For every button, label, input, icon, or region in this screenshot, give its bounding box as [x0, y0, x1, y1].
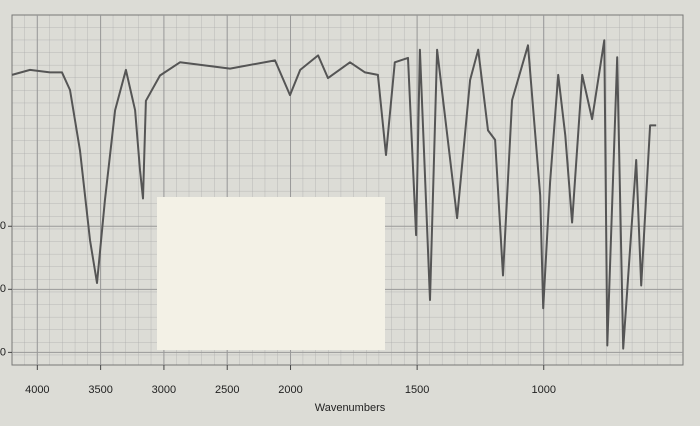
- x-tick-label: 2500: [215, 384, 239, 396]
- occluding-note: [157, 197, 385, 350]
- x-tick-label: 2000: [278, 384, 302, 396]
- spectrum-line: [11, 39, 657, 350]
- x-axis-label: Wavenumbers: [315, 402, 386, 414]
- y-tick-label: 0: [0, 220, 6, 232]
- y-tick-label: 10: [0, 283, 6, 295]
- y-tick-label: 0: [0, 346, 6, 358]
- x-tick-label: 1500: [405, 384, 429, 396]
- x-tick-label: 1000: [531, 384, 555, 396]
- x-tick-label: 3500: [88, 384, 112, 396]
- x-tick-label: 4000: [25, 384, 49, 396]
- x-tick-label: 3000: [152, 384, 176, 396]
